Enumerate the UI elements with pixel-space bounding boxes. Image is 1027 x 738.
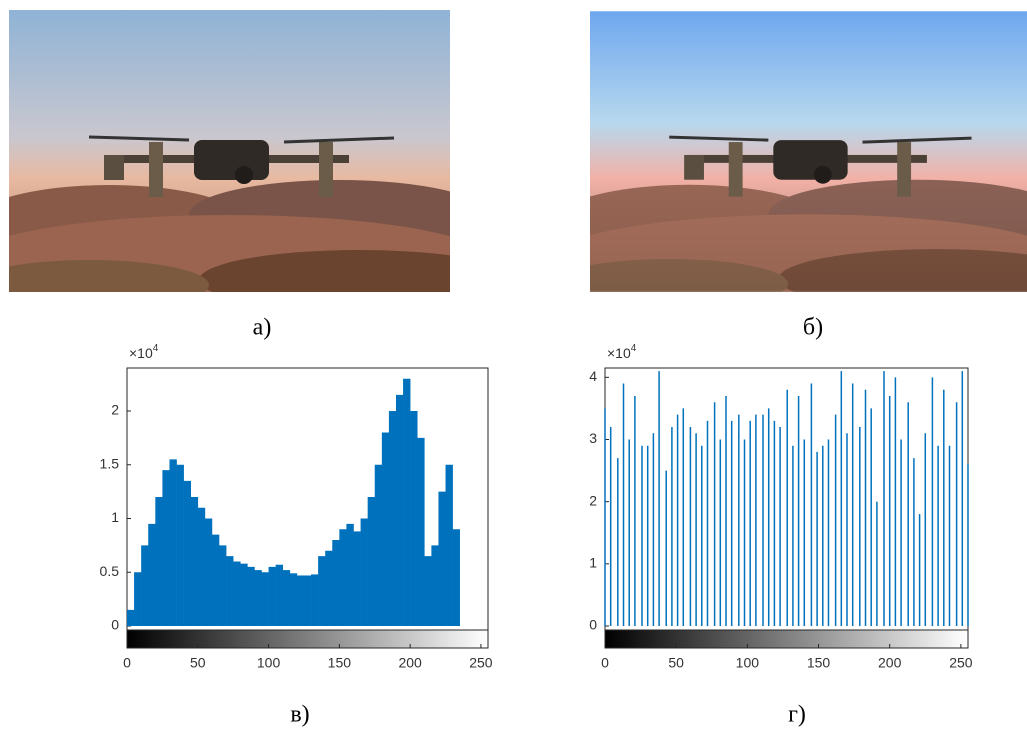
y-tick-label: 4 [589,368,597,384]
x-tick-label: 150 [328,655,352,671]
hist-bar [388,411,397,626]
x-tick-label: 100 [257,655,281,671]
hist-bar [424,556,432,626]
hist-bar [148,523,156,626]
hist-bar [275,564,284,626]
hist-bar [155,497,163,626]
hist-bar [190,497,199,626]
hist-bar [127,609,135,626]
hist-bar [134,572,142,626]
photo-equalized [590,11,1027,292]
caption: в) [290,702,309,728]
y-tick-label: 2 [589,492,597,508]
x-tick-label: 50 [190,655,206,671]
hist-bar [381,432,390,626]
y-tick-label: 2 [111,402,119,418]
y-tick-label: 1 [111,509,119,525]
hist-bar [332,540,340,626]
x-tick-label: 250 [469,655,493,671]
caption: б) [803,315,823,341]
x-tick-label: 0 [123,655,131,671]
hist-bar [360,518,368,626]
hist-bar [403,378,411,626]
x-tick-label: 50 [668,655,684,671]
hist-bar [204,518,213,626]
y-scale-label: ×104 [129,343,159,361]
hist-bar [367,497,376,626]
hist-bar [268,566,276,626]
hist-bar [346,523,354,626]
y-tick-label: 0.5 [100,563,120,579]
x-tick-label: 0 [601,655,609,671]
hist-bar [452,529,460,626]
hist-bar [261,572,269,626]
hist-bar [325,550,333,626]
hist-bar [289,573,298,626]
x-tick-label: 200 [398,655,422,671]
hist-bar [395,394,404,626]
hist-bar [438,491,446,626]
hist-bar [141,545,149,626]
hist-bar [197,507,206,626]
hist-bar [318,556,326,626]
y-scale-label: ×104 [607,343,637,361]
caption: г) [788,702,806,728]
hist-bar [169,459,177,626]
photo-original [9,10,450,292]
x-tick-label: 250 [949,655,973,671]
hist-bar [417,437,425,626]
y-tick-label: 1 [589,555,597,571]
y-scale-base: ×10 [607,345,631,361]
hist-bar [219,545,227,626]
hist-bar [176,464,184,626]
hist-bar [211,534,220,626]
hist-bar [303,575,312,626]
hist-bar [226,556,234,626]
x-tick-label: 100 [736,655,760,671]
hist-bar [282,570,291,626]
x-tick-label: 150 [807,655,831,671]
colorbar [604,629,969,649]
hist-bar [296,575,305,626]
y-scale-base: ×10 [129,345,153,361]
caption: а) [253,315,272,341]
hist-bar [254,570,262,626]
y-scale-exponent: 4 [153,343,159,354]
y-tick-label: 1.5 [100,455,120,471]
hist-bar [445,464,453,626]
hist-bar [183,480,192,626]
y-scale-exponent: 4 [631,343,637,354]
y-tick-label: 3 [589,430,597,446]
hist-bar [247,566,255,626]
hist-bar [431,545,439,626]
hist-bar [353,531,361,626]
hist-bar [162,470,170,626]
y-tick-label: 0 [589,617,597,633]
y-tick-label: 0 [111,617,119,633]
x-tick-label: 200 [878,655,902,671]
colorbar [126,629,489,649]
hist-bar [374,464,383,626]
hist-bar [339,529,347,626]
hist-bar [311,574,319,626]
hist-bar [240,563,248,626]
hist-bar [233,561,241,626]
hist-bar [410,411,418,626]
